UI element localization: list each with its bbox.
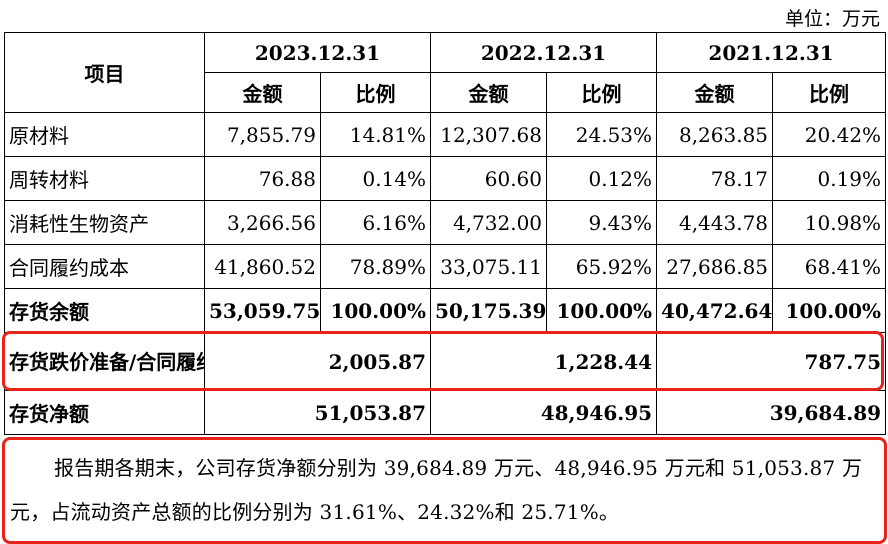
summary-paragraph: 报告期各期末，公司存货净额分别为 39,684.89 万元、48,946.95 … <box>10 456 863 524</box>
cell-value: 787.75 <box>656 332 887 391</box>
row-label: 存货净额 <box>4 390 205 435</box>
ratio-header: 比例 <box>546 72 658 113</box>
cell-value: 9.43% <box>546 200 658 245</box>
inventory-table: 项目 2023.12.31 2022.12.31 2021.12.31 金额 比… <box>4 32 887 435</box>
header-row-periods: 项目 2023.12.31 2022.12.31 2021.12.31 <box>4 32 887 113</box>
table-row: 周转材料 76.88 0.14% 60.60 0.12% 78.17 0.19% <box>4 156 887 201</box>
cell-value: 40,472.64 <box>656 288 774 333</box>
row-label: 存货余额 <box>4 288 205 333</box>
table-row: 合同履约成本 41,860.52 78.89% 33,075.11 65.92%… <box>4 244 887 289</box>
row-label: 原材料 <box>4 112 205 157</box>
cell-value: 0.12% <box>546 156 658 201</box>
period-header: 2023.12.31 <box>203 32 432 73</box>
cell-value: 76.88 <box>204 156 321 201</box>
ratio-header: 比例 <box>319 72 432 113</box>
row-label: 消耗性生物资产 <box>4 200 205 245</box>
net-row: 存货净额 51,053.87 48,946.95 39,684.89 <box>4 390 887 435</box>
cell-value: 68.41% <box>772 244 887 289</box>
period-header: 2021.12.31 <box>656 32 887 73</box>
cell-value: 100.00% <box>546 288 658 333</box>
cell-value: 53,059.75 <box>204 288 321 333</box>
cell-value: 12,307.68 <box>430 112 548 157</box>
ratio-header: 比例 <box>772 72 887 113</box>
cell-value: 65.92% <box>546 244 658 289</box>
cell-value: 50,175.39 <box>430 288 548 333</box>
period-header: 2022.12.31 <box>430 32 658 73</box>
cell-value: 100.00% <box>772 288 887 333</box>
row-label: 存货跌价准备/合同履约成本减值准备 <box>4 332 205 391</box>
row-label: 周转材料 <box>4 156 205 201</box>
total-row: 存货余额 53,059.75 100.00% 50,175.39 100.00%… <box>4 288 887 333</box>
cell-value: 4,732.00 <box>430 200 548 245</box>
cell-value: 0.14% <box>319 156 432 201</box>
cell-value: 100.00% <box>319 288 432 333</box>
cell-value: 3,266.56 <box>204 200 321 245</box>
reserve-row: 存货跌价准备/合同履约成本减值准备 2,005.87 1,228.44 787.… <box>4 332 887 391</box>
cell-value: 20.42% <box>772 112 887 157</box>
cell-value: 4,443.78 <box>656 200 774 245</box>
cell-value: 41,860.52 <box>204 244 321 289</box>
amount-header: 金额 <box>204 72 321 113</box>
cell-value: 10.98% <box>772 200 887 245</box>
cell-value: 8,263.85 <box>656 112 774 157</box>
cell-value: 27,686.85 <box>656 244 774 289</box>
cell-value: 78.89% <box>319 244 432 289</box>
cell-value: 14.81% <box>319 112 432 157</box>
cell-value: 33,075.11 <box>430 244 548 289</box>
cell-value: 7,855.79 <box>204 112 321 157</box>
amount-header: 金额 <box>656 72 774 113</box>
table-row: 消耗性生物资产 3,266.56 6.16% 4,732.00 9.43% 4,… <box>4 200 887 245</box>
cell-value: 24.53% <box>546 112 658 157</box>
cell-value: 6.16% <box>319 200 432 245</box>
table-row: 原材料 7,855.79 14.81% 12,307.68 24.53% 8,2… <box>4 112 887 157</box>
cell-value: 51,053.87 <box>203 390 432 435</box>
cell-value: 48,946.95 <box>430 390 658 435</box>
row-label: 合同履约成本 <box>4 244 205 289</box>
cell-value: 60.60 <box>430 156 548 201</box>
item-header: 项目 <box>4 32 205 113</box>
cell-value: 1,228.44 <box>430 332 658 391</box>
cell-value: 39,684.89 <box>656 390 887 435</box>
cell-value: 0.19% <box>772 156 887 201</box>
amount-header: 金额 <box>430 72 548 113</box>
cell-value: 78.17 <box>656 156 774 201</box>
cell-value: 2,005.87 <box>203 332 432 391</box>
unit-label: 单位：万元 <box>784 8 880 30</box>
